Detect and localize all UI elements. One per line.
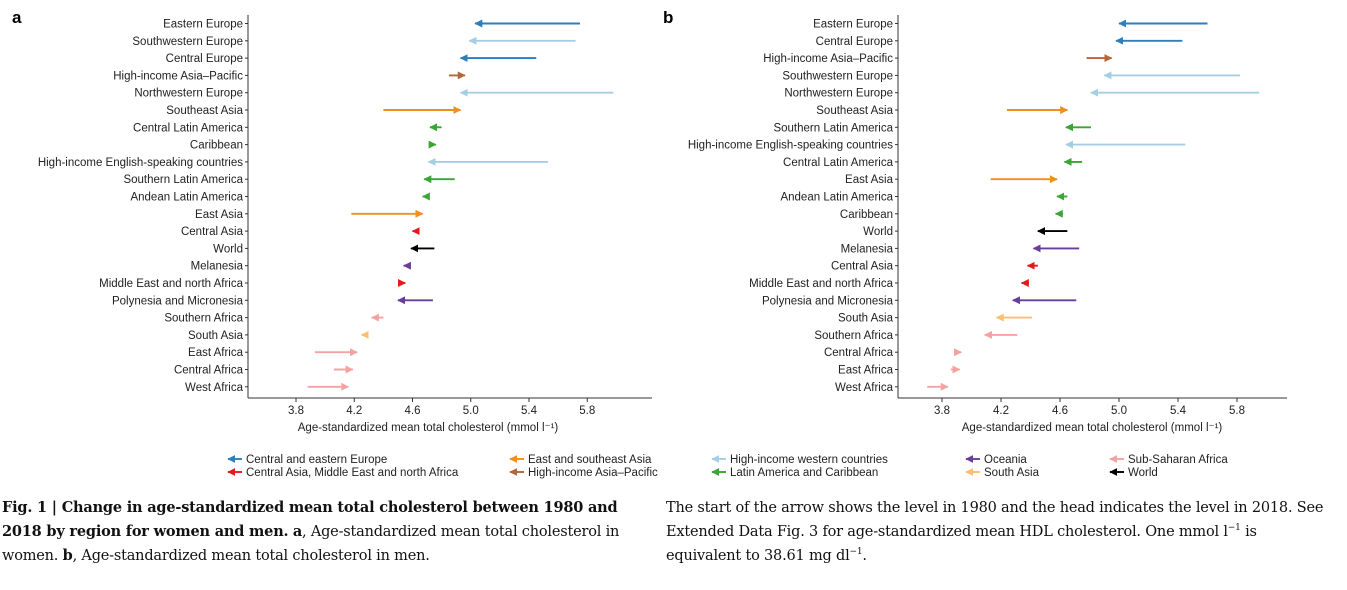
legend-label-south-asia: South Asia [984, 467, 1040, 479]
category-label-west-africa: West Africa [835, 382, 894, 394]
x-tick-label: 4.6 [1052, 405, 1068, 417]
category-label-eastern-europe: Eastern Europe [813, 19, 893, 31]
caption-title: Fig. 1 | Change in age-standardized mean… [2, 499, 618, 540]
legend-label-world: World [1128, 467, 1158, 479]
category-label-melanesia: Melanesia [841, 243, 894, 255]
legend-label-oceania: Oceania [984, 454, 1027, 466]
category-label-andean-latin-america: Andean Latin America [780, 192, 893, 204]
legend-label-high-income-western-countries: High-income western countries [730, 454, 888, 466]
caption-part-b-letter: b [62, 547, 73, 564]
figure-caption-right: The start of the arrow shows the level i… [666, 496, 1336, 568]
category-label-central-asia: Central Asia [831, 261, 894, 273]
category-label-northwestern-europe: Northwestern Europe [134, 88, 243, 100]
category-label-southern-africa: Southern Africa [164, 313, 243, 325]
category-label-caribbean: Caribbean [190, 140, 243, 152]
category-label-east-asia: East Asia [195, 209, 244, 221]
category-label-central-africa: Central Africa [824, 347, 894, 359]
x-tick-label: 4.6 [405, 405, 421, 417]
category-label-polynesia-and-micronesia: Polynesia and Micronesia [112, 295, 244, 307]
category-label-high-income-asia-pacific: High-income Asia–Pacific [113, 70, 243, 82]
category-label-south-asia: South Asia [838, 313, 894, 325]
x-tick-label: 5.4 [1170, 405, 1187, 417]
x-tick-label: 3.8 [288, 405, 304, 417]
category-label-east-africa: East Africa [188, 347, 244, 359]
category-label-melanesia: Melanesia [191, 261, 244, 273]
caption-right-text-2: is equivalent to 38.61 mg dl [666, 524, 1257, 564]
caption-part-a-text: , Age-standardized mean total cholestero… [2, 524, 620, 564]
category-label-southern-latin-america: Southern Latin America [773, 122, 893, 134]
category-label-east-africa: East Africa [838, 365, 894, 377]
category-label-eastern-europe: Eastern Europe [163, 19, 243, 31]
category-label-southern-africa: Southern Africa [814, 330, 893, 342]
x-tick-label: 5.0 [463, 405, 479, 417]
category-label-high-income-english-speaking-countries: High-income English-speaking countries [38, 157, 243, 169]
category-label-east-asia: East Asia [845, 174, 894, 186]
category-label-central-europe: Central Europe [166, 53, 243, 65]
category-label-south-asia: South Asia [188, 330, 244, 342]
x-tick-label: 5.8 [579, 405, 595, 417]
x-tick-label: 3.8 [934, 405, 950, 417]
caption-part-b-text: , Age-standardized mean total cholestero… [72, 548, 430, 564]
x-axis-label: Age-standardized mean total cholesterol … [298, 422, 559, 434]
category-label-central-latin-america: Central Latin America [783, 157, 894, 169]
category-label-caribbean: Caribbean [840, 209, 893, 221]
x-tick-label: 5.0 [1111, 405, 1127, 417]
legend-label-central-asia-middle-east-and-north-africa: Central Asia, Middle East and north Afri… [246, 467, 459, 479]
figure-canvas: a Eastern Europe Southwestern Europe Centr… [12, 8, 1287, 479]
category-label-andean-latin-america: Andean Latin America [130, 192, 243, 204]
category-label-southwestern-europe: Southwestern Europe [132, 36, 243, 48]
x-tick-label: 5.4 [521, 405, 538, 417]
caption-unit-exponent-1: −1 [1227, 523, 1241, 534]
legend-label-high-income-asia-pacific: High-income Asia–Pacific [528, 467, 658, 479]
category-label-central-europe: Central Europe [816, 36, 893, 48]
legend-label-central-and-eastern-europe: Central and eastern Europe [246, 454, 387, 466]
category-label-central-asia: Central Asia [181, 226, 244, 238]
category-label-high-income-english-speaking-countries: High-income English-speaking countries [688, 140, 893, 152]
category-label-southwestern-europe: Southwestern Europe [782, 70, 893, 82]
category-label-northwestern-europe: Northwestern Europe [784, 88, 893, 100]
caption-unit-exponent-2: −1 [849, 547, 863, 558]
category-label-middle-east-and-north-africa: Middle East and north Africa [749, 278, 893, 290]
figure-caption-left: Fig. 1 | Change in age-standardized mean… [2, 496, 642, 568]
category-label-middle-east-and-north-africa: Middle East and north Africa [99, 278, 243, 290]
caption-part-a-letter: a [292, 523, 303, 540]
legend-label-latin-america-and-caribbean: Latin America and Caribbean [730, 467, 878, 479]
legend-label-east-and-southeast-asia: East and southeast Asia [528, 454, 652, 466]
category-label-southern-latin-america: Southern Latin America [123, 174, 243, 186]
x-tick-label: 4.2 [993, 405, 1009, 417]
panel-letter-b: b [663, 8, 673, 27]
x-axis-label: Age-standardized mean total cholesterol … [962, 422, 1223, 434]
category-label-world: World [863, 226, 893, 238]
chart-panel-b: b Eastern Europe Central Europe High-incom… [663, 8, 1287, 434]
category-label-southeast-asia: Southeast Asia [166, 105, 243, 117]
caption-right-text-1: The start of the arrow shows the level i… [666, 500, 1324, 540]
x-tick-label: 4.2 [346, 405, 362, 417]
legend-label-sub-saharan-africa: Sub-Saharan Africa [1128, 454, 1228, 466]
x-tick-label: 5.8 [1229, 405, 1245, 417]
category-label-west-africa: West Africa [185, 382, 244, 394]
category-label-central-latin-america: Central Latin America [133, 122, 244, 134]
category-label-high-income-asia-pacific: High-income Asia–Pacific [763, 53, 893, 65]
category-label-world: World [213, 243, 243, 255]
chart-panel-a: a Eastern Europe Southwestern Europe Centr… [12, 8, 652, 434]
category-label-central-africa: Central Africa [174, 365, 244, 377]
panel-letter-a: a [12, 8, 22, 27]
category-label-southeast-asia: Southeast Asia [816, 105, 893, 117]
category-label-polynesia-and-micronesia: Polynesia and Micronesia [762, 295, 894, 307]
caption-right-text-3: . [862, 548, 867, 564]
